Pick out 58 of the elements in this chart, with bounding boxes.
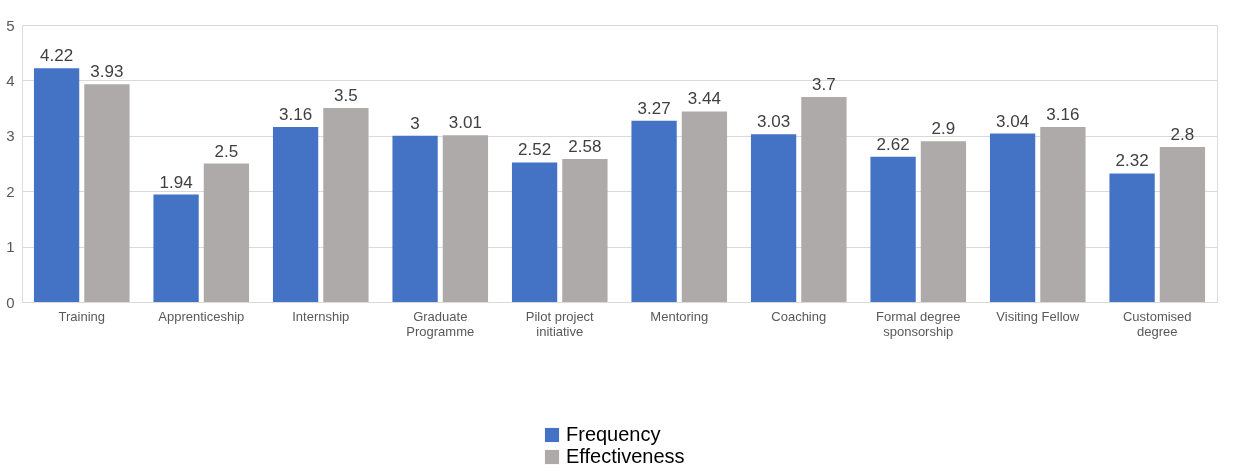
bar bbox=[392, 135, 438, 302]
bar bbox=[33, 68, 80, 302]
bar bbox=[84, 84, 130, 302]
x-tick-label: Customised degree bbox=[1122, 308, 1192, 339]
data-label: 2.58 bbox=[568, 137, 602, 157]
y-tick-label: 0 bbox=[6, 293, 15, 311]
bar bbox=[1040, 126, 1086, 302]
data-label: 2.62 bbox=[876, 134, 910, 154]
y-tick-label: 5 bbox=[6, 16, 15, 34]
bar bbox=[203, 163, 250, 302]
data-label: 4.22 bbox=[40, 46, 74, 66]
data-label: 3.16 bbox=[279, 104, 313, 124]
bar bbox=[631, 120, 677, 302]
data-label: 2.32 bbox=[1115, 151, 1149, 171]
bar bbox=[323, 108, 369, 302]
bar bbox=[272, 126, 319, 302]
data-label: 2.5 bbox=[214, 141, 239, 161]
x-tick-label: Mentoring bbox=[650, 308, 709, 324]
data-label: 2.9 bbox=[931, 119, 956, 139]
data-label: 3.7 bbox=[812, 75, 836, 95]
x-tick-label: Pilot project initiative bbox=[525, 308, 595, 339]
bar bbox=[1159, 146, 1206, 302]
y-tick-label: 3 bbox=[6, 127, 15, 145]
data-label: 3 bbox=[410, 113, 420, 133]
x-tick-label: Formal degree sponsorship bbox=[875, 308, 961, 339]
bar bbox=[562, 159, 608, 302]
data-label: 1.94 bbox=[159, 172, 193, 192]
data-label: 3.04 bbox=[996, 111, 1030, 131]
x-tick-label: Coaching bbox=[771, 308, 827, 324]
bar bbox=[511, 162, 558, 302]
bar bbox=[1109, 173, 1155, 302]
data-label: 3.01 bbox=[448, 113, 482, 133]
data-label: 3.16 bbox=[1046, 104, 1080, 124]
bar bbox=[442, 135, 489, 302]
data-label: 3.03 bbox=[757, 112, 791, 132]
data-label: 3.93 bbox=[90, 62, 124, 82]
bar bbox=[920, 141, 967, 302]
data-label: 3.27 bbox=[637, 98, 671, 118]
y-tick-label: 1 bbox=[6, 238, 15, 256]
x-tick-label: Training bbox=[58, 308, 105, 324]
bar bbox=[989, 133, 1036, 302]
x-tick-label: Internship bbox=[292, 308, 350, 324]
bar bbox=[801, 97, 847, 302]
legend-label: Frequency bbox=[566, 423, 661, 445]
bar bbox=[153, 194, 199, 302]
bar bbox=[870, 156, 916, 302]
data-label: 2.52 bbox=[518, 140, 552, 160]
bar bbox=[750, 134, 797, 302]
x-tick-label: Apprenticeship bbox=[158, 308, 245, 324]
data-label: 3.5 bbox=[334, 86, 358, 106]
y-tick-label: 4 bbox=[6, 71, 15, 89]
x-tick-label: Visiting Fellow bbox=[996, 308, 1080, 324]
bar bbox=[681, 111, 728, 302]
x-tick-label: Graduate Programme bbox=[406, 308, 475, 339]
legend-label: Effectiveness bbox=[566, 445, 685, 467]
data-label: 2.8 bbox=[1170, 124, 1195, 144]
y-tick-label: 2 bbox=[6, 182, 15, 200]
data-label: 3.44 bbox=[687, 89, 721, 109]
